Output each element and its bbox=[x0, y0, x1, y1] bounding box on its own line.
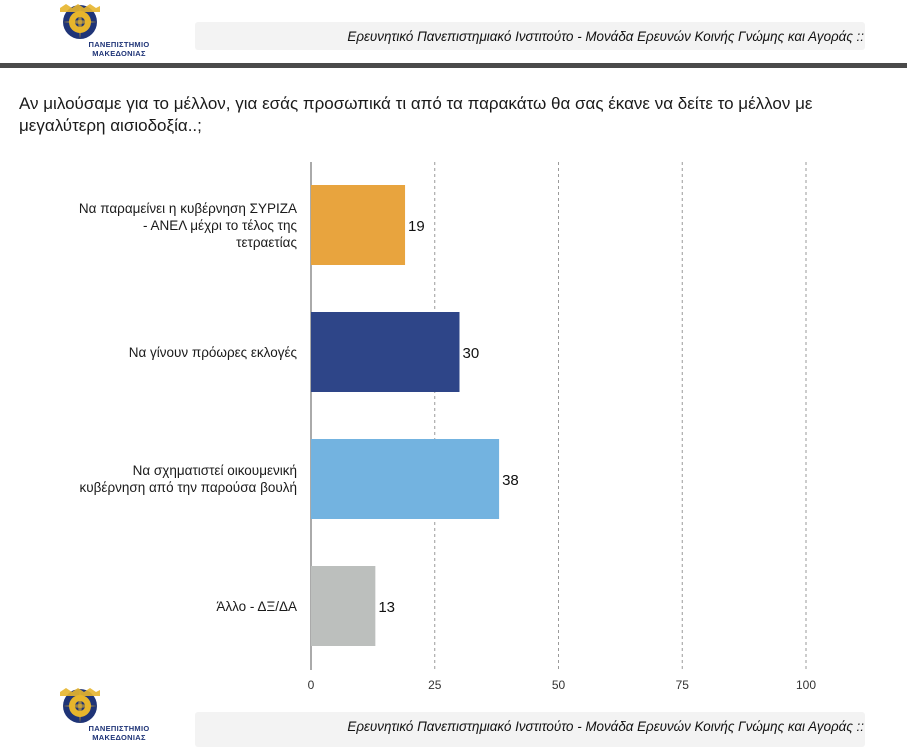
category-label-1-line-3: τετραετίας bbox=[236, 234, 297, 250]
footer-logo-name: ΠΑΝΕΠΙΣΤΗΜΙΟ ΜΑΚΕΔΟΝΙΑΣ bbox=[74, 724, 164, 742]
bar-3 bbox=[311, 439, 500, 519]
category-label-3-line-1: Να σχηματιστεί οικουμενική bbox=[132, 463, 297, 478]
footer-institution-text: Ερευνητικό Πανεπιστημιακό Ινστιτούτο - Μ… bbox=[347, 719, 864, 734]
footer-banner-background bbox=[195, 712, 865, 747]
category-label-2-line-1: Να γίνουν πρόωρες εκλογές bbox=[128, 344, 297, 360]
bar-2 bbox=[311, 312, 460, 392]
category-label-1-line-1: Να παραμείνει η κυβέρνηση ΣΥΡΙΖΑ bbox=[78, 200, 297, 216]
university-emblem-icon bbox=[60, 4, 100, 39]
bar-value-label-1: 19 bbox=[408, 218, 425, 235]
bar-value-label-2: 30 bbox=[463, 345, 480, 362]
x-tick-label-50: 50 bbox=[552, 678, 566, 692]
category-label-4-line-1: Άλλο - ΔΞ/ΔΑ bbox=[216, 598, 297, 614]
footer-logo-name-line2: ΜΑΚΕΔΟΝΙΑΣ bbox=[92, 733, 146, 742]
category-label-3-line-2: κυβέρνηση από την παρούσα βουλή bbox=[79, 480, 297, 495]
category-label-3: Να σχηματιστεί οικουμενική κυβέρνηση από … bbox=[27, 462, 297, 496]
header-institution-text: Ερευνητικό Πανεπιστημιακό Ινστιτούτο - Μ… bbox=[347, 29, 864, 44]
header-banner-background bbox=[195, 22, 865, 50]
survey-question: Αν μιλούσαμε για το μέλλον, για εσάς προ… bbox=[19, 94, 813, 135]
bar-value-label-4: 13 bbox=[378, 599, 395, 616]
footer-university-logo: ΠΑΝΕΠΙΣΤΗΜΙΟ ΜΑΚΕΔΟΝΙΑΣ bbox=[52, 682, 162, 747]
x-tick-label-75: 75 bbox=[676, 678, 690, 692]
header-divider bbox=[0, 63, 907, 68]
university-logo-name: ΠΑΝΕΠΙΣΤΗΜΙΟ ΜΑΚΕΔΟΝΙΑΣ bbox=[74, 40, 164, 58]
x-tick-label-0: 0 bbox=[308, 678, 315, 692]
footer-logo-name-line1: ΠΑΝΕΠΙΣΤΗΜΙΟ bbox=[88, 724, 150, 733]
x-tick-label-100: 100 bbox=[796, 678, 816, 692]
footer-university-emblem-icon bbox=[60, 688, 100, 723]
category-label-1-line-2: - ΑΝΕΛ μέχρι το τέλος της bbox=[142, 217, 297, 233]
category-label-1: Να παραμείνει η κυβέρνηση ΣΥΡΙΖΑ - ΑΝΕΛ μ… bbox=[27, 200, 297, 251]
bar-4 bbox=[311, 566, 376, 646]
category-label-4: Άλλο - ΔΞ/ΔΑ bbox=[27, 598, 297, 615]
bar-value-label-3: 38 bbox=[502, 472, 519, 489]
category-label-2: Να γίνουν πρόωρες εκλογές bbox=[27, 344, 297, 361]
university-logo: ΠΑΝΕΠΙΣΤΗΜΙΟ ΜΑΚΕΔΟΝΙΑΣ bbox=[52, 2, 162, 64]
logo-name-line2: ΜΑΚΕΔΟΝΙΑΣ bbox=[92, 49, 146, 58]
bar-1 bbox=[311, 185, 406, 265]
logo-name-line1: ΠΑΝΕΠΙΣΤΗΜΙΟ bbox=[88, 40, 150, 49]
x-tick-label-25: 25 bbox=[428, 678, 442, 692]
